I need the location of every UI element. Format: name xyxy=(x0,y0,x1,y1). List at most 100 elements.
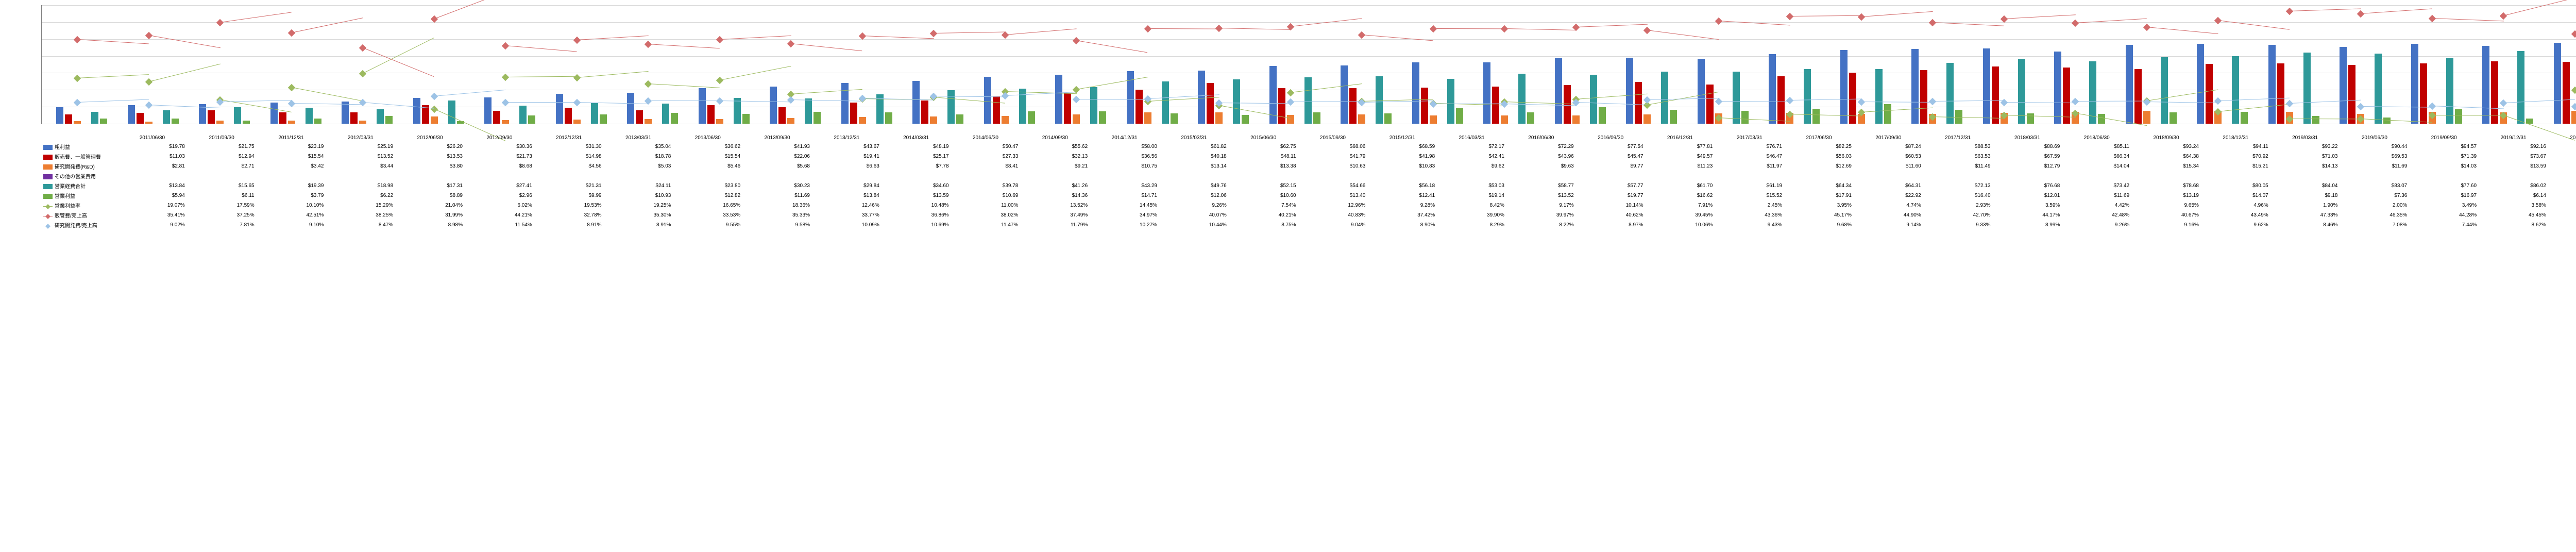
table-cell: $18.98 xyxy=(326,181,395,191)
bar xyxy=(1572,115,1580,124)
bar xyxy=(1875,69,1883,124)
table-cell: $14.98 xyxy=(534,152,604,161)
table-cell: $93.22 xyxy=(2270,142,2340,152)
table-cell: 8.22% xyxy=(1506,220,1576,230)
table-cell: $62.75 xyxy=(1229,142,1298,152)
table-cell: 44.28% xyxy=(2409,210,2479,220)
bar xyxy=(1698,59,1705,124)
table-cell: $90.44 xyxy=(2340,142,2410,152)
table-cell: 15.29% xyxy=(326,200,395,210)
table-cell xyxy=(2340,171,2410,181)
table-cell: $42.41 xyxy=(1437,152,1506,161)
bar xyxy=(1777,76,1785,124)
table-cell: $61.82 xyxy=(1159,142,1229,152)
table-cell: 9.68% xyxy=(1784,220,1854,230)
bar xyxy=(2383,118,2391,124)
bar xyxy=(1804,69,1811,124)
table-cell: $12.41 xyxy=(1367,191,1437,200)
table-col-header: 2014/03/31 xyxy=(882,134,951,142)
table-cell: 31.99% xyxy=(395,210,465,220)
table-cell: $77.60 xyxy=(2409,181,2479,191)
bar xyxy=(850,103,857,124)
table-cell: $30.36 xyxy=(465,142,534,152)
bar xyxy=(573,120,581,124)
bar xyxy=(1733,72,1740,124)
bar xyxy=(1242,115,1249,124)
table-cell: 37.42% xyxy=(1367,210,1437,220)
table-cell: $95.42 xyxy=(2548,142,2576,152)
table-cell: 46.35% xyxy=(2340,210,2410,220)
table-cell: 11.00% xyxy=(951,200,1021,210)
table-cell: $10.69 xyxy=(951,191,1021,200)
table-cell xyxy=(604,171,673,181)
table-cell xyxy=(1646,171,1715,181)
table-cell: $10.60 xyxy=(1229,191,1298,200)
table-cell: $72.29 xyxy=(1506,142,1576,152)
table-col-header: 2015/12/31 xyxy=(1367,134,1437,142)
bar xyxy=(1198,71,1205,124)
bar xyxy=(216,121,224,124)
table-cell xyxy=(1298,171,1368,181)
table-cell: 40.21% xyxy=(1229,210,1298,220)
table-cell: $12.01 xyxy=(1993,191,2062,200)
bar xyxy=(2517,51,2524,124)
table-cell: $6.14 xyxy=(2479,191,2548,200)
table-cell: $15.52 xyxy=(1715,191,1784,200)
table-cell: $73.42 xyxy=(2062,181,2131,191)
table-cell: 11.79% xyxy=(1020,220,1090,230)
table-cell: $15.54 xyxy=(673,152,742,161)
table-cell: $6.11 xyxy=(187,191,257,200)
table-cell: $60.53 xyxy=(1854,152,1923,161)
bar xyxy=(805,98,812,124)
table-cell: $86.02 xyxy=(2479,181,2548,191)
table-cell: $6.63 xyxy=(812,161,882,171)
bar xyxy=(1136,90,1143,124)
table-cell: $55.62 xyxy=(1020,142,1090,152)
table-col-header: 2016/12/31 xyxy=(1646,134,1715,142)
table-cell: 21.04% xyxy=(395,200,465,210)
table-cell: $78.68 xyxy=(2131,181,2201,191)
table-cell: $15.34 xyxy=(2131,161,2201,171)
bar xyxy=(1278,88,1285,124)
table-cell: $76.71 xyxy=(1715,142,1784,152)
table-cell: $11.69 xyxy=(2062,191,2131,200)
table-cell xyxy=(882,171,951,181)
table-cell: $8.89 xyxy=(395,191,465,200)
table-cell: $69.53 xyxy=(2340,152,2410,161)
table-cell: $9.18 xyxy=(2270,191,2340,200)
bar xyxy=(2143,111,2150,124)
table-cell: $66.34 xyxy=(2062,152,2131,161)
table-row-header: 営業利益率 xyxy=(41,200,117,210)
table-cell: 37.25% xyxy=(187,210,257,220)
bar xyxy=(1055,75,1062,124)
table-col-header: 2014/12/31 xyxy=(1090,134,1159,142)
table-cell: $77.54 xyxy=(1576,142,1646,152)
bar xyxy=(56,107,63,124)
table-cell: 3.58% xyxy=(2479,200,2548,210)
table-cell: $49.57 xyxy=(1646,152,1715,161)
table-col-header: 2015/03/31 xyxy=(1159,134,1229,142)
table-cell: 32.78% xyxy=(534,210,604,220)
table-cell: $2.71 xyxy=(187,161,257,171)
table-cell: 4.74% xyxy=(1854,200,1923,210)
table-cell: 35.41% xyxy=(117,210,187,220)
table-cell: $56.18 xyxy=(1367,181,1437,191)
table-cell: $3.80 xyxy=(395,161,465,171)
bar xyxy=(172,119,179,124)
table-cell: 38.25% xyxy=(326,210,395,220)
table-cell xyxy=(1020,171,1090,181)
bar xyxy=(2241,112,2248,124)
table-cell: $5.26 xyxy=(2548,191,2576,200)
bar xyxy=(1171,113,1178,124)
bar xyxy=(519,106,527,124)
table-cell: 8.62% xyxy=(2479,220,2548,230)
table-cell: $9.21 xyxy=(1020,161,1090,171)
bar xyxy=(627,93,634,124)
bar xyxy=(128,105,135,124)
bar xyxy=(2134,69,2142,124)
bar xyxy=(2018,59,2025,124)
table-cell: $64.38 xyxy=(2131,152,2201,161)
bar xyxy=(1590,75,1597,124)
table-cell: 35.30% xyxy=(604,210,673,220)
table-cell: 3.49% xyxy=(2409,200,2479,210)
